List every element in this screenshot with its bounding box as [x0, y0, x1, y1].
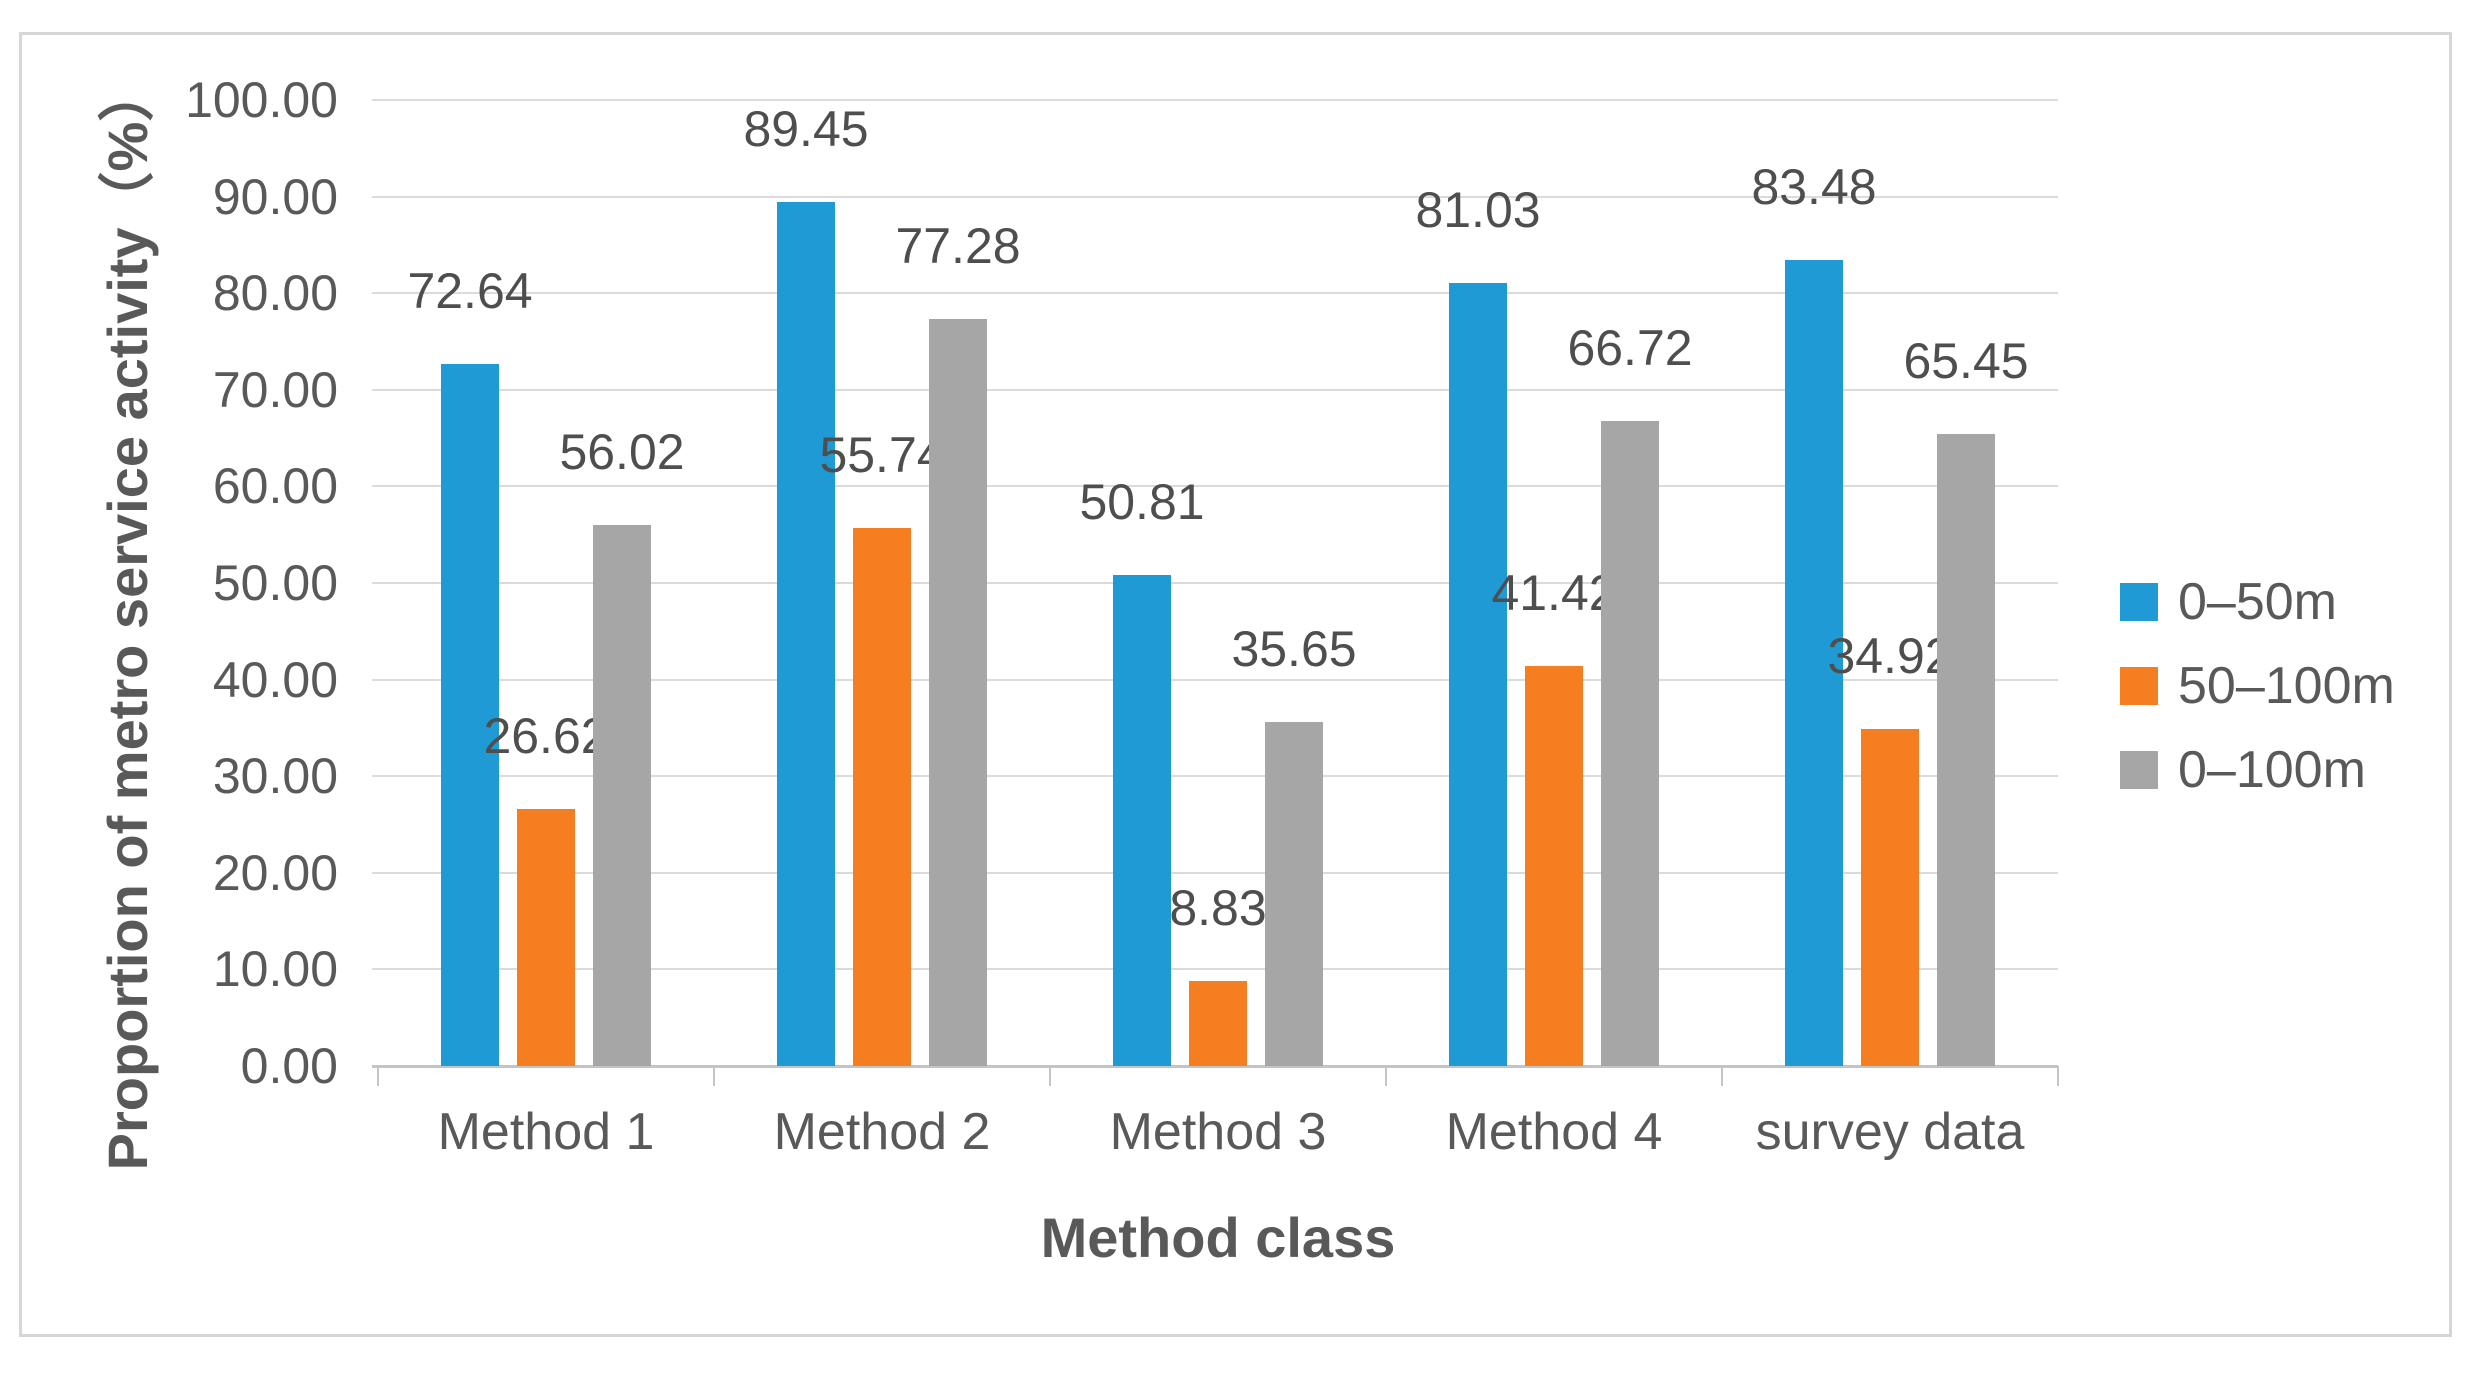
bar-0-50m-method-4: [1449, 283, 1507, 1066]
legend-swatch-icon: [2120, 751, 2158, 789]
bar-0-50m-method-2: [777, 201, 835, 1066]
x-category-label-method-2: Method 2: [773, 1103, 991, 1161]
legend-swatch-icon: [2120, 667, 2158, 705]
legend-swatch-icon: [2120, 583, 2158, 621]
y-axis-tick-label: 20.00: [212, 844, 338, 901]
legend-label: 0–100m: [2178, 741, 2366, 799]
x-axis-tick: [1385, 1066, 1387, 1086]
x-axis-tick: [377, 1066, 379, 1086]
y-axis-tick-label: 0.00: [240, 1038, 338, 1094]
bar-0-100m-method-4: [1601, 421, 1659, 1066]
data-label: 35.65: [1231, 620, 1357, 677]
data-label: 8.83: [1169, 879, 1267, 936]
data-label: 50.81: [1079, 474, 1205, 531]
bar-50-100m-method-3: [1189, 980, 1247, 1066]
y-axis-tick-label: 60.00: [212, 458, 338, 515]
data-label: 89.45: [743, 100, 869, 157]
x-category-label-method-4: Method 4: [1445, 1103, 1663, 1161]
bar-50-100m-method-2: [853, 527, 911, 1066]
legend-item-0-50m: 0–50m: [2120, 573, 2395, 631]
x-axis-line: [372, 1065, 2058, 1068]
x-category-label-method-3: Method 3: [1109, 1103, 1327, 1161]
y-axis-tick-label: 10.00: [212, 941, 338, 998]
data-label: 34.92: [1827, 627, 1953, 684]
gridline: [372, 678, 2058, 681]
gridline: [372, 582, 2058, 584]
bar-0-50m-method-3: [1113, 575, 1171, 1066]
x-category-label-method-1: Method 1: [437, 1103, 655, 1161]
data-label: 65.45: [1903, 332, 2029, 389]
y-axis-tick-label: 80.00: [212, 265, 338, 322]
gridline: [372, 775, 2058, 778]
bar-0-100m-method-1: [593, 524, 651, 1066]
legend-item-50-100m: 50–100m: [2120, 657, 2395, 715]
y-axis-tick-label: 30.00: [212, 748, 338, 805]
bar-0-50m-method-1: [441, 364, 499, 1066]
bar-0-50m-survey-data: [1785, 259, 1843, 1066]
x-axis-tick: [713, 1066, 715, 1086]
gridline: [372, 388, 2058, 391]
x-axis-title: Method class: [1040, 1206, 1396, 1269]
x-axis-tick: [1049, 1066, 1051, 1086]
gridline: [372, 485, 2058, 488]
bar-0-100m-method-2: [929, 319, 987, 1066]
y-axis-tick-label: 50.00: [212, 555, 338, 611]
gridline: [372, 871, 2058, 874]
gridline: [372, 99, 2058, 101]
x-axis-tick: [2057, 1066, 2059, 1086]
legend-item-0-100m: 0–100m: [2120, 741, 2395, 799]
chart-border-frame: [19, 32, 2452, 1337]
data-label: 41.42: [1491, 564, 1617, 621]
y-axis-tick-label: 70.00: [212, 361, 338, 418]
legend-label: 0–50m: [2178, 573, 2337, 631]
x-category-label-survey-data: survey data: [1755, 1103, 2025, 1161]
gridline: [372, 968, 2058, 971]
y-axis-tick-label: 100.00: [185, 72, 338, 128]
bar-50-100m-method-4: [1525, 665, 1583, 1066]
data-label: 56.02: [559, 423, 685, 480]
y-axis-tick-label: 40.00: [212, 651, 338, 708]
bar-50-100m-method-1: [517, 808, 575, 1066]
data-label: 66.72: [1567, 320, 1693, 377]
data-label: 55.74: [819, 426, 945, 483]
legend-label: 50–100m: [2178, 657, 2395, 715]
gridline: [372, 195, 2058, 198]
data-label: 77.28: [895, 218, 1021, 275]
data-label: 72.64: [407, 263, 533, 320]
bar-0-100m-survey-data: [1937, 433, 1995, 1066]
x-axis-tick: [1721, 1066, 1723, 1086]
gridline: [372, 292, 2058, 295]
data-label: 26.62: [483, 707, 609, 764]
bar-0-100m-method-3: [1265, 721, 1323, 1066]
legend: 0–50m 50–100m 0–100m: [2120, 573, 2395, 835]
bar-50-100m-survey-data: [1861, 728, 1919, 1066]
y-axis-tick-label: 90.00: [212, 168, 338, 225]
data-label: 81.03: [1415, 182, 1541, 239]
data-label: 83.48: [1751, 158, 1877, 215]
